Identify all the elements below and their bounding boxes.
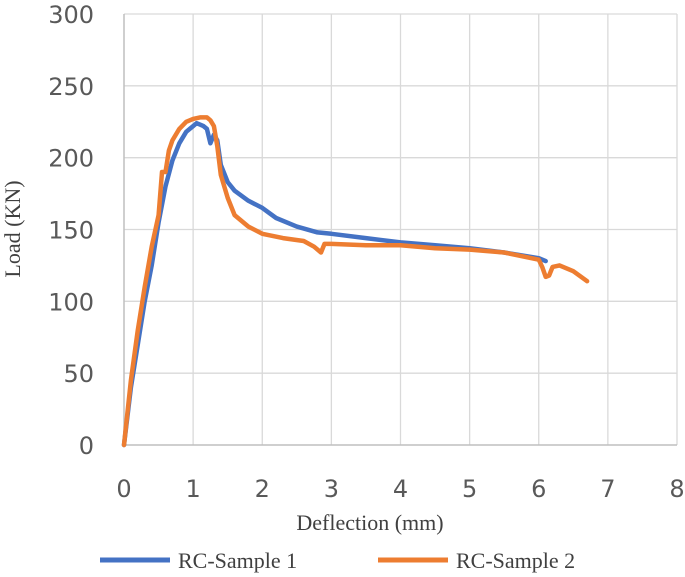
x-tick-label: 8	[669, 475, 684, 503]
y-tick-label: 100	[48, 288, 94, 316]
series-layer	[121, 115, 590, 448]
y-tick-label: 50	[63, 360, 94, 388]
series-line-rc-sample-2	[121, 115, 590, 448]
legend: RC-Sample 1 RC-Sample 2	[100, 548, 575, 573]
grid	[124, 13, 678, 445]
legend-label-rc-sample-1: RC-Sample 1	[178, 548, 297, 573]
axes	[123, 14, 677, 446]
x-tick-label: 3	[324, 475, 339, 503]
x-axis-title: Deflection (mm)	[296, 510, 443, 535]
y-tick-label: 250	[48, 73, 94, 101]
y-tick-label: 300	[48, 1, 94, 29]
tick-labels: 0 50 100 150 200 250 300 0 1 2 3 4 5 6 7 8	[48, 1, 684, 503]
x-tick-label: 0	[116, 475, 131, 503]
x-tick-label: 1	[185, 475, 200, 503]
x-tick-label: 7	[600, 475, 615, 503]
x-tick-label: 5	[462, 475, 477, 503]
x-tick-label: 4	[393, 475, 408, 503]
series-line-rc-sample-1	[121, 120, 548, 448]
x-tick-label: 6	[531, 475, 546, 503]
legend-label-rc-sample-2: RC-Sample 2	[456, 548, 575, 573]
y-tick-label: 150	[48, 217, 94, 245]
x-tick-label: 2	[255, 475, 270, 503]
y-tick-label: 0	[79, 432, 94, 460]
y-axis-title: Load (KN)	[0, 180, 25, 277]
y-tick-label: 200	[48, 145, 94, 173]
